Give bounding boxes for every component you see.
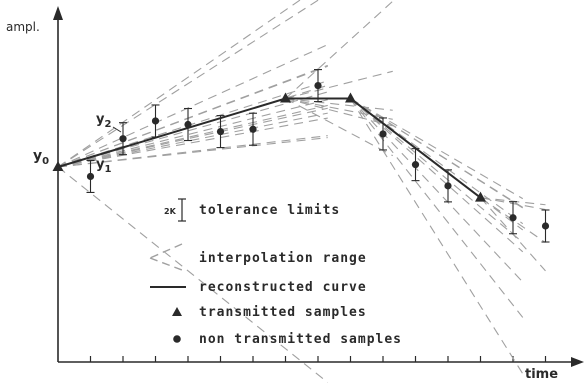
non-transmitted-sample — [119, 135, 127, 143]
non-transmitted-sample — [444, 182, 452, 190]
interpolation-range-line — [57, 0, 302, 168]
interpolation-range-line — [350, 98, 524, 253]
legend-tolerance-symbol: 2K — [164, 207, 177, 216]
legend-transmitted-icon — [172, 307, 182, 316]
y2-pointer — [112, 126, 122, 133]
interpolation-range-line — [57, 44, 328, 168]
non-transmitted-sample — [314, 81, 322, 90]
non-transmitted-sample — [86, 172, 95, 181]
non-transmitted-sample — [249, 125, 257, 133]
interpolation-range-line — [350, 98, 524, 243]
interpolation-range-line — [57, 64, 328, 168]
interpolation-range-line — [350, 98, 524, 375]
transmitted-sample — [345, 92, 356, 103]
legend-curve-label: reconstructed curve — [199, 280, 367, 295]
interpolation-range-line — [57, 166, 329, 383]
transmitted-sample — [52, 161, 64, 171]
legend-tolerance-label: tolerance limits — [199, 203, 340, 218]
interpolation-range-line — [480, 197, 546, 243]
interpolation-range-line — [350, 98, 524, 208]
interpolation-range-line — [285, 98, 393, 120]
non-transmitted-sample — [541, 222, 550, 230]
x-axis-arrow-icon — [571, 357, 584, 367]
interpolation-range-line — [57, 112, 328, 168]
non-transmitted-sample — [509, 214, 517, 222]
interpolation-range-line — [57, 117, 328, 168]
interpolation-range-line — [57, 104, 328, 168]
non-transmitted-sample — [379, 130, 387, 138]
interpolation-range-line — [285, 98, 393, 127]
interpolation-range-line — [57, 99, 328, 168]
tolerance-bars — [86, 69, 550, 243]
interpolation-range-line — [285, 98, 394, 157]
legend: 2K tolerance limits interpolation range … — [149, 198, 402, 347]
non-transmitted-sample — [216, 128, 225, 136]
interpolation-range-line — [57, 0, 320, 168]
legend-transmitted-label: transmitted samples — [199, 305, 367, 320]
interpolation-range-line — [350, 98, 524, 283]
interpolation-range-line — [285, 70, 393, 100]
y-axis-arrow-icon — [53, 6, 63, 20]
y-axis-label: ampl. — [6, 20, 40, 34]
non-transmitted-sample — [184, 120, 192, 129]
interpolation-range-line — [285, 0, 394, 99]
interpolation-range-line — [350, 98, 524, 200]
legend-non-transmitted-icon — [173, 335, 181, 343]
x-axis-ticks — [89, 356, 547, 362]
sample-markers — [52, 81, 550, 230]
y0-label: y0 — [33, 148, 49, 167]
interpolation-range-line — [285, 98, 393, 111]
y2-label: y2 — [96, 112, 111, 130]
transmitted-sample — [475, 191, 486, 202]
interpolation-range-line — [350, 98, 524, 318]
legend-interpolation-icon — [149, 243, 183, 271]
non-transmitted-sample — [411, 161, 420, 169]
legend-tolerance-icon — [178, 198, 186, 222]
x-axis-label: time — [525, 367, 558, 382]
transmitted-sample — [280, 92, 291, 103]
y1-label: y1 — [96, 157, 111, 175]
non-transmitted-sample — [151, 117, 160, 125]
interpolation-range-line — [57, 137, 328, 168]
legend-interpolation-label: interpolation range — [199, 251, 367, 266]
legend-non-transmitted-label: non transmitted samples — [199, 332, 402, 347]
